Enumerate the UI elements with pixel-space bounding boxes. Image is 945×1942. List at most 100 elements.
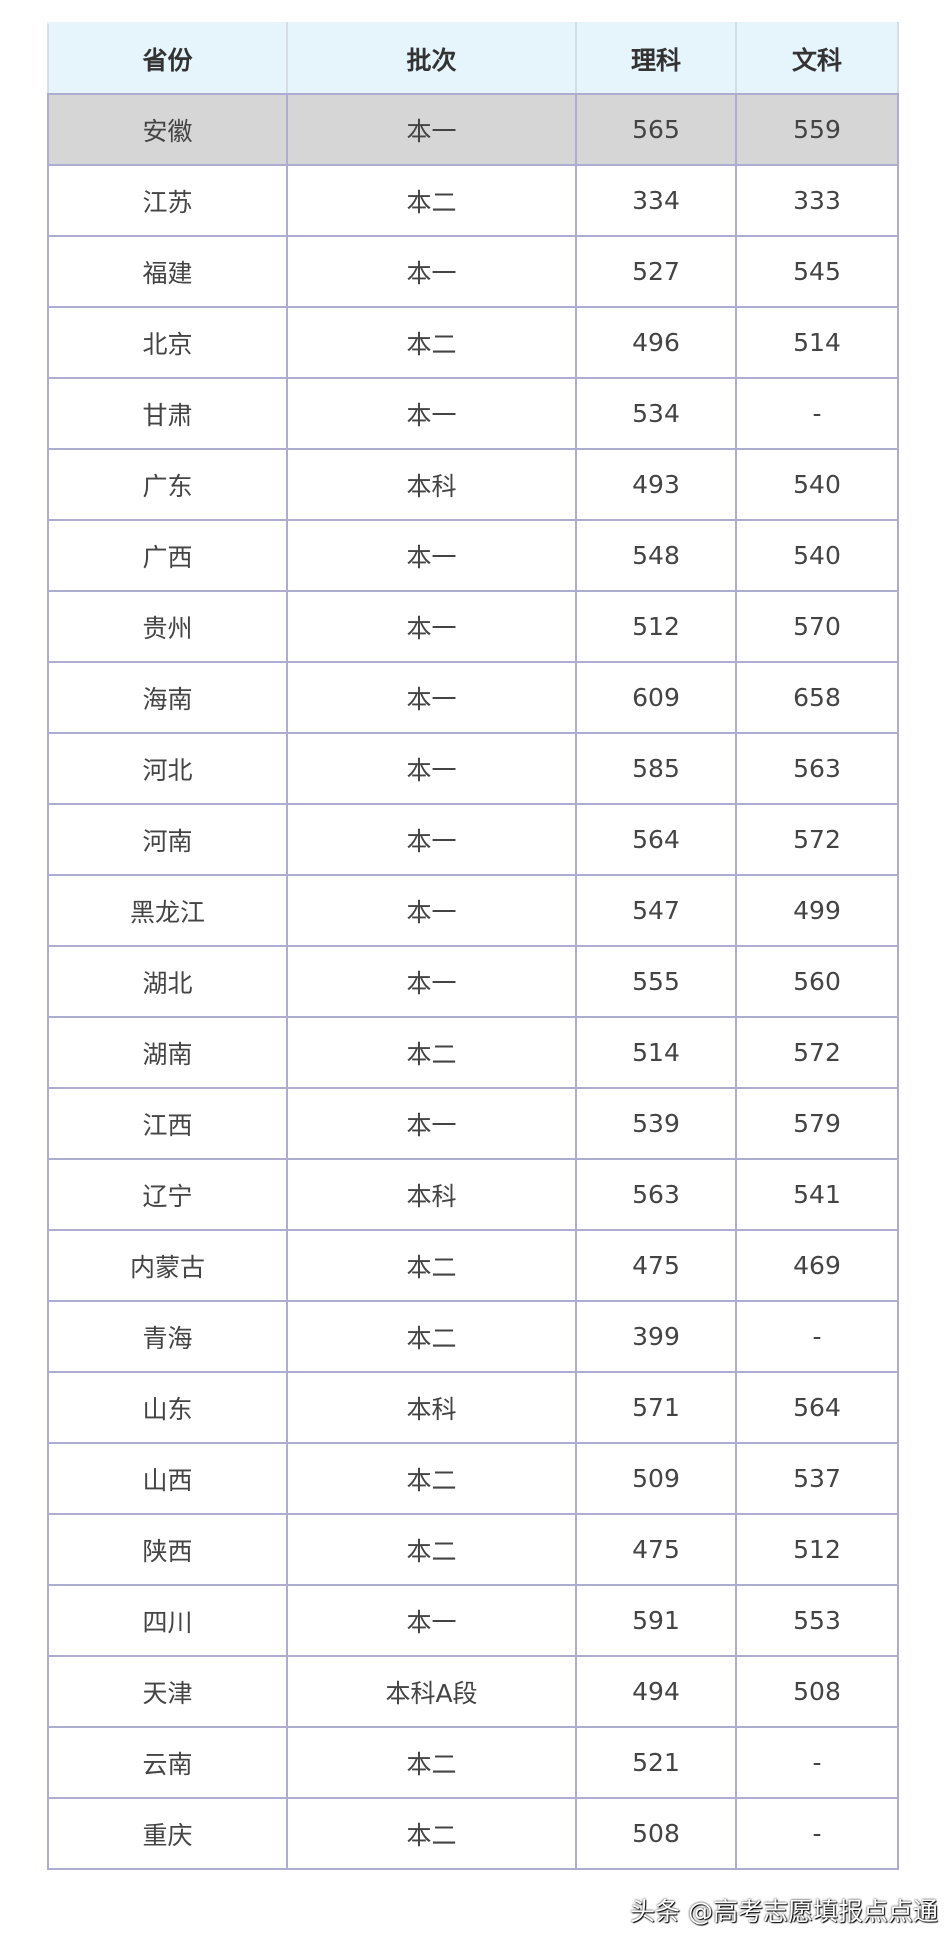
cell-batch: 本一 bbox=[286, 93, 577, 166]
table-row: 甘肃 本一 534- bbox=[47, 377, 899, 450]
table-row: 河北 本一 585 563 bbox=[47, 732, 899, 805]
cell-province: 贵州 bbox=[47, 590, 288, 663]
table-row: 山东 本科 571 564 bbox=[47, 1371, 899, 1444]
cell-science-score: 585 bbox=[575, 732, 737, 805]
table-row: 安徽 本一 565 559 bbox=[47, 93, 899, 166]
cell-batch: 本一 bbox=[286, 1087, 577, 1160]
cell-batch: 本二 bbox=[286, 164, 577, 237]
cell-batch: 本一 bbox=[286, 235, 577, 308]
table-row: 海南 本一 609 658 bbox=[47, 661, 899, 734]
table-row: 山西 本二 509 537 bbox=[47, 1442, 899, 1515]
cell-science-score: 508 bbox=[575, 1797, 737, 1870]
cell-science-score: 475 bbox=[575, 1513, 737, 1586]
cell-science-score: 547 bbox=[575, 874, 737, 947]
cell-province: 青海 bbox=[47, 1300, 288, 1373]
cell-batch: 本二 bbox=[286, 1442, 577, 1515]
watermark: 头条 @高考志愿填报点点通 bbox=[630, 1897, 938, 1926]
cell-province: 内蒙古 bbox=[47, 1229, 288, 1302]
cell-batch: 本二 bbox=[286, 1726, 577, 1799]
cell-province: 重庆 bbox=[47, 1797, 288, 1870]
header-science-score: 理科 bbox=[575, 22, 737, 95]
cell-science-score: 565 bbox=[575, 93, 737, 166]
cell-batch: 本二 bbox=[286, 1797, 577, 1870]
cell-arts-score: - bbox=[735, 377, 899, 450]
cell-arts-score: 572 bbox=[735, 1016, 899, 1089]
cell-science-score: 563 bbox=[575, 1158, 737, 1231]
table-row: 广东 本科 493 540 bbox=[47, 448, 899, 521]
cell-arts-score: - bbox=[735, 1300, 899, 1373]
cell-batch: 本一 bbox=[286, 803, 577, 876]
cell-arts-score: 579 bbox=[735, 1087, 899, 1160]
header-arts-score: 文科 bbox=[735, 22, 899, 95]
cell-arts-score: 553 bbox=[735, 1584, 899, 1657]
header-batch: 批次 bbox=[286, 22, 577, 95]
cell-province: 海南 bbox=[47, 661, 288, 734]
cell-arts-score: 508 bbox=[735, 1655, 899, 1728]
table-row: 黑龙江 本一 547 499 bbox=[47, 874, 899, 947]
cell-arts-score: 537 bbox=[735, 1442, 899, 1515]
cell-province: 甘肃 bbox=[47, 377, 288, 450]
table-row: 福建 本一 527 545 bbox=[47, 235, 899, 308]
table-row: 广西 本一 548 540 bbox=[47, 519, 899, 592]
cell-arts-score: - bbox=[735, 1797, 899, 1870]
cell-arts-score: 540 bbox=[735, 519, 899, 592]
cell-arts-score: 541 bbox=[735, 1158, 899, 1231]
cell-province: 天津 bbox=[47, 1655, 288, 1728]
cell-arts-score: 469 bbox=[735, 1229, 899, 1302]
cell-arts-score: 563 bbox=[735, 732, 899, 805]
cell-batch: 本二 bbox=[286, 1016, 577, 1089]
cell-science-score: 334 bbox=[575, 164, 737, 237]
cell-province: 湖南 bbox=[47, 1016, 288, 1089]
cell-batch: 本一 bbox=[286, 945, 577, 1018]
cell-province: 陕西 bbox=[47, 1513, 288, 1586]
cell-arts-score: - bbox=[735, 1726, 899, 1799]
header-row: 省份 批次 理科 文科 bbox=[47, 22, 899, 95]
cell-science-score: 509 bbox=[575, 1442, 737, 1515]
table-row: 江西 本一 539 579 bbox=[47, 1087, 899, 1160]
cell-arts-score: 333 bbox=[735, 164, 899, 237]
cell-batch: 本二 bbox=[286, 1229, 577, 1302]
cell-province: 山西 bbox=[47, 1442, 288, 1515]
cell-province: 江苏 bbox=[47, 164, 288, 237]
cell-science-score: 564 bbox=[575, 803, 737, 876]
cell-science-score: 475 bbox=[575, 1229, 737, 1302]
cell-province: 广东 bbox=[47, 448, 288, 521]
table-row: 湖南 本二 514 572 bbox=[47, 1016, 899, 1089]
cell-science-score: 521 bbox=[575, 1726, 737, 1799]
cell-batch: 本二 bbox=[286, 306, 577, 379]
score-table: 省份 批次 理科 文科 安徽 本一 565 559 江苏 本二 334 333 福建 本一 527 545 北… bbox=[47, 22, 899, 1870]
cell-science-score: 571 bbox=[575, 1371, 737, 1444]
cell-science-score: 493 bbox=[575, 448, 737, 521]
cell-science-score: 494 bbox=[575, 1655, 737, 1728]
cell-science-score: 548 bbox=[575, 519, 737, 592]
cell-batch: 本二 bbox=[286, 1300, 577, 1373]
cell-province: 河北 bbox=[47, 732, 288, 805]
cell-arts-score: 514 bbox=[735, 306, 899, 379]
cell-arts-score: 570 bbox=[735, 590, 899, 663]
cell-batch: 本一 bbox=[286, 732, 577, 805]
cell-batch: 本一 bbox=[286, 590, 577, 663]
table-row: 重庆 本二 508- bbox=[47, 1797, 899, 1870]
cell-batch: 本二 bbox=[286, 1513, 577, 1586]
cell-arts-score: 540 bbox=[735, 448, 899, 521]
cell-province: 湖北 bbox=[47, 945, 288, 1018]
cell-province: 福建 bbox=[47, 235, 288, 308]
header-province: 省份 bbox=[47, 22, 288, 95]
table-row: 云南 本二 521- bbox=[47, 1726, 899, 1799]
cell-arts-score: 499 bbox=[735, 874, 899, 947]
cell-province: 河南 bbox=[47, 803, 288, 876]
cell-province: 江西 bbox=[47, 1087, 288, 1160]
cell-science-score: 539 bbox=[575, 1087, 737, 1160]
cell-science-score: 512 bbox=[575, 590, 737, 663]
cell-province: 广西 bbox=[47, 519, 288, 592]
cell-batch: 本一 bbox=[286, 377, 577, 450]
cell-province: 黑龙江 bbox=[47, 874, 288, 947]
cell-science-score: 496 bbox=[575, 306, 737, 379]
cell-batch: 本科 bbox=[286, 448, 577, 521]
cell-province: 四川 bbox=[47, 1584, 288, 1657]
cell-arts-score: 572 bbox=[735, 803, 899, 876]
table-row: 青海 本二 399- bbox=[47, 1300, 899, 1373]
cell-science-score: 609 bbox=[575, 661, 737, 734]
cell-batch: 本一 bbox=[286, 661, 577, 734]
table-row: 江苏 本二 334 333 bbox=[47, 164, 899, 237]
